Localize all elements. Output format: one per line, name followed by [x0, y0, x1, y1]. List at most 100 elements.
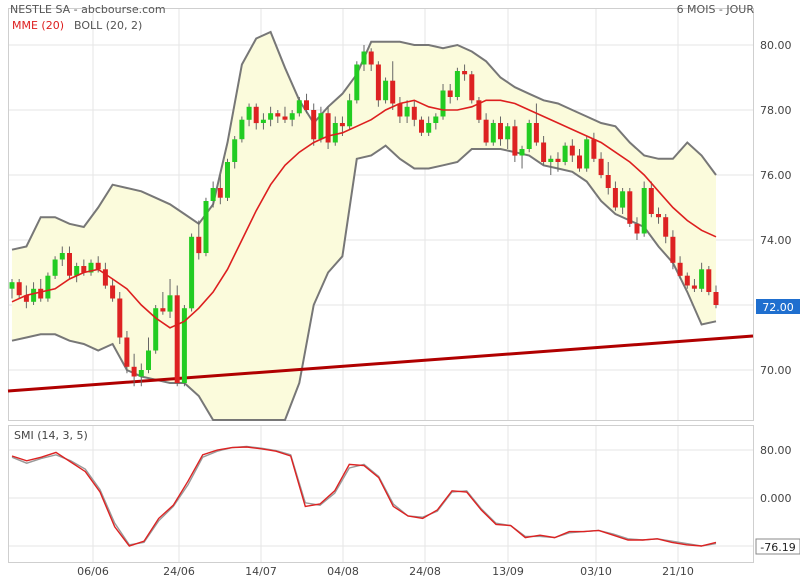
candle: [38, 279, 44, 302]
last-price-value: 72.00: [762, 301, 794, 314]
candle: [246, 103, 252, 127]
candle: [383, 77, 389, 104]
candle: [131, 353, 137, 387]
candle: [368, 48, 374, 71]
candle: [433, 113, 439, 130]
candle: [117, 292, 123, 344]
candle: [541, 136, 547, 166]
candle: [189, 233, 195, 312]
candle: [462, 64, 468, 81]
price-tick-label: 74.00: [760, 234, 792, 247]
candle: [375, 61, 381, 107]
candle: [469, 71, 475, 104]
candle: [181, 305, 187, 387]
candle: [706, 266, 712, 296]
candle: [498, 116, 503, 146]
candle: [9, 279, 15, 299]
candle: [232, 136, 238, 169]
smi-line: [11, 446, 717, 547]
candle: [505, 123, 511, 149]
candle: [296, 97, 302, 117]
candle: [354, 61, 360, 104]
smi-grid: [9, 426, 753, 562]
last-smi-badge: [755, 538, 800, 555]
candle: [605, 162, 611, 195]
candle: [23, 285, 29, 309]
candle: [591, 132, 597, 162]
candle: [282, 106, 288, 123]
candle: [656, 207, 661, 224]
x-tick-label: 04/08: [327, 565, 359, 578]
candle: [124, 331, 130, 374]
candle: [325, 106, 331, 149]
candles: [9, 45, 719, 387]
bollinger-lower-line: [11, 144, 717, 421]
last-smi-value: -76.19: [760, 541, 795, 554]
price-tick-label: 80.00: [760, 39, 792, 52]
candle: [519, 145, 525, 169]
x-axis: 06/06 24/06 14/07 04/08 24/08 13/09 03/10 21/10: [77, 565, 694, 578]
candle: [52, 256, 58, 279]
candle: [663, 214, 669, 244]
candle: [167, 279, 173, 318]
candle: [684, 272, 690, 289]
candle: [153, 305, 159, 354]
price-y-axis: 80.00 78.00 76.00 74.00 70.00: [760, 39, 792, 377]
candle: [45, 272, 51, 302]
candle: [569, 139, 575, 162]
candle: [447, 84, 453, 104]
candle: [648, 181, 654, 218]
candle: [548, 155, 554, 175]
x-tick-label: 24/06: [163, 565, 195, 578]
candle: [691, 279, 697, 292]
candle: [59, 246, 65, 266]
candle: [239, 116, 245, 143]
price-tick-label: 78.00: [760, 104, 792, 117]
candle: [533, 103, 539, 146]
candle: [196, 220, 202, 260]
candle: [699, 262, 705, 292]
candle: [476, 97, 482, 123]
candle: [713, 285, 719, 309]
candle: [268, 106, 274, 127]
candle: [490, 119, 496, 146]
smi-panel: [8, 425, 754, 563]
x-tick-label: 14/07: [245, 565, 277, 578]
x-tick-label: 21/10: [662, 565, 694, 578]
candle: [110, 279, 116, 302]
candle: [404, 100, 410, 123]
candle: [174, 285, 180, 387]
candle: [332, 116, 338, 146]
candle: [641, 181, 647, 237]
candle: [440, 84, 446, 120]
x-tick-label: 13/09: [492, 565, 524, 578]
candle: [512, 119, 518, 162]
candle: [483, 113, 489, 146]
x-tick-label: 24/08: [409, 565, 441, 578]
candle: [454, 67, 460, 101]
x-tick-label: 03/10: [580, 565, 612, 578]
legend-mme: MME (20): [12, 19, 65, 32]
candle: [670, 230, 676, 270]
candle: [526, 119, 532, 153]
candle: [304, 93, 309, 114]
candle: [562, 142, 568, 166]
candle: [555, 152, 561, 172]
x-tick-label: 06/06: [77, 565, 109, 578]
candle: [577, 149, 582, 172]
candle: [612, 181, 618, 211]
last-price-badge: [756, 299, 800, 314]
price-tick-label: 70.00: [760, 364, 792, 377]
candle: [74, 262, 80, 283]
candle: [390, 61, 396, 110]
candle: [16, 279, 22, 299]
candle: [260, 113, 266, 130]
legend-boll: BOLL (20, 2): [74, 19, 143, 32]
candle: [634, 217, 640, 240]
candle: [275, 110, 281, 123]
chart-period: 6 MOIS - JOUR: [676, 3, 754, 16]
smi-y-axis: 80.00 0.000: [760, 444, 792, 505]
candle: [88, 259, 94, 276]
candle: [160, 292, 166, 315]
